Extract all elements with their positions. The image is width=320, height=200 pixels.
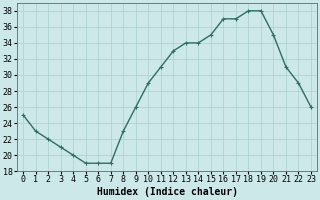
- X-axis label: Humidex (Indice chaleur): Humidex (Indice chaleur): [97, 187, 237, 197]
